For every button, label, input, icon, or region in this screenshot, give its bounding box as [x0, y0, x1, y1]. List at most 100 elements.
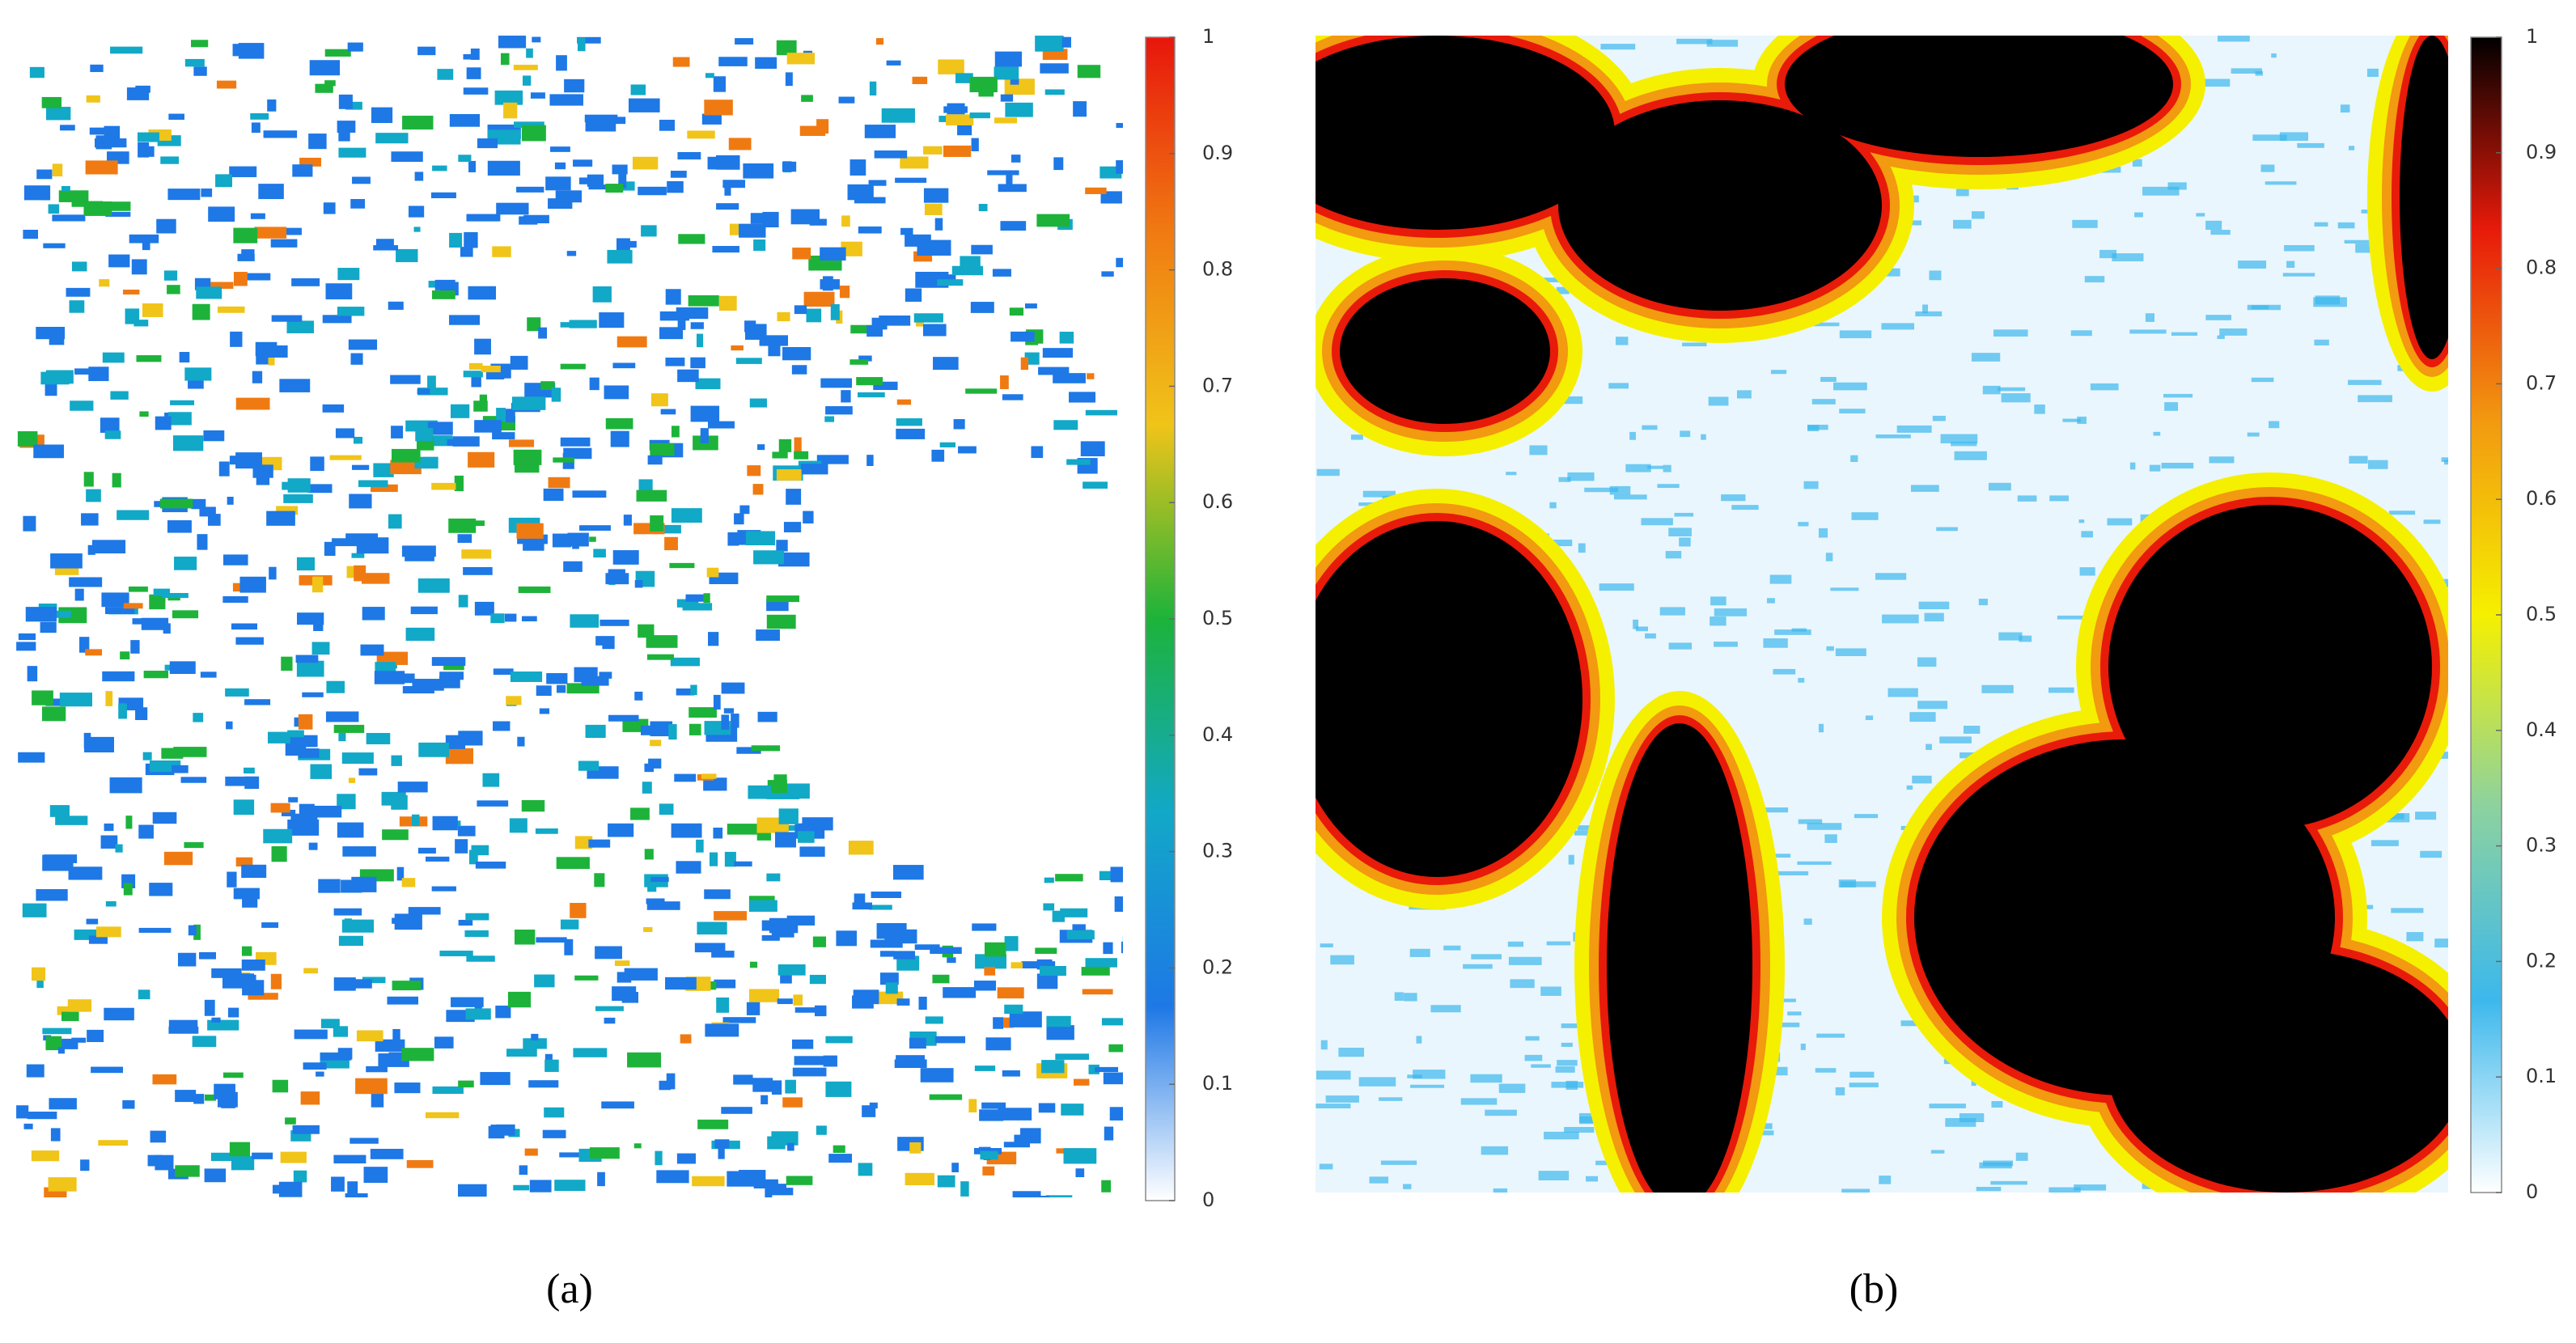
- heatmap-cell: [1121, 941, 1123, 954]
- heatmap-cell: [599, 312, 625, 328]
- heatmap-cell: [634, 691, 643, 701]
- heatmap-cell: [229, 455, 246, 465]
- heatmap-cell: [1888, 688, 1918, 697]
- heatmap-cell: [913, 313, 943, 323]
- heatmap-cell: [1330, 955, 1354, 965]
- heatmap-cell: [2344, 239, 2378, 244]
- heatmap-cell: [296, 557, 316, 571]
- heatmap-cell: [509, 818, 527, 833]
- heatmap-cell: [748, 785, 772, 799]
- heatmap-cell: [1586, 1176, 1599, 1182]
- heatmap-cell: [468, 451, 495, 468]
- heatmap-cell: [1035, 947, 1057, 954]
- heatmap-cell: [362, 607, 385, 621]
- heatmap-cell: [554, 1180, 586, 1192]
- heatmap-cell: [1981, 684, 2014, 693]
- heatmap-cell: [727, 1171, 755, 1187]
- heatmap-cell: [632, 156, 659, 170]
- panel: 0 0.1 0.2 0.3 0.4 0.5 0.6 0.7 0.8 0.9 1 (a): [16, 25, 1233, 1312]
- heatmap-cell: [132, 618, 161, 625]
- heatmap-cell: [930, 947, 962, 954]
- heatmap-cell: [1538, 1171, 1570, 1180]
- heatmap-cell: [687, 130, 715, 139]
- heatmap-cell: [45, 1036, 62, 1051]
- heatmap-cell: [309, 60, 341, 76]
- heatmap-cell: [589, 536, 596, 542]
- heatmap-cell: [1430, 1005, 1461, 1013]
- heatmap-cell: [777, 311, 790, 322]
- heatmap-cell: [184, 58, 205, 67]
- heatmap-cell: [1951, 442, 1977, 447]
- heatmap-cell: [761, 934, 780, 941]
- heatmap-cell: [480, 1072, 511, 1086]
- heatmap-cell: [44, 854, 78, 863]
- heatmap-cell: [692, 1176, 725, 1187]
- heatmap-cell: [172, 610, 199, 619]
- heatmap-cell: [40, 371, 70, 385]
- heatmap-cell: [137, 132, 159, 142]
- colorbar-tick-label: 0.2: [2526, 949, 2557, 972]
- heatmap-cell: [659, 327, 684, 340]
- heatmap-cell: [325, 711, 359, 722]
- heatmap-cell: [135, 85, 150, 93]
- colorbar-tick-label: 0.1: [2526, 1065, 2557, 1087]
- heatmap-cell: [371, 484, 398, 493]
- heatmap-cell: [1394, 992, 1404, 1001]
- heatmap-cell: [951, 1163, 959, 1172]
- heatmap-cell: [394, 1082, 421, 1094]
- heatmap-cell: [2348, 146, 2355, 150]
- heatmap-cell: [2349, 455, 2368, 464]
- heatmap-cell: [934, 218, 943, 231]
- heatmap-cell: [1668, 642, 1693, 650]
- heatmap-cell: [463, 87, 489, 95]
- heatmap-cell: [68, 866, 103, 880]
- heatmap-cell: [2247, 304, 2282, 311]
- heatmap-cell: [474, 601, 494, 616]
- heatmap-cell: [2142, 186, 2180, 196]
- heatmap-cell: [794, 451, 809, 460]
- heatmap-cell: [777, 998, 793, 1005]
- heatmap-cell: [776, 540, 788, 552]
- heatmap-cell: [45, 107, 71, 121]
- heatmap-cell: [540, 381, 555, 391]
- heatmap-cell: [458, 919, 473, 926]
- heatmap-cell: [2072, 219, 2098, 228]
- heatmap-cell: [89, 127, 106, 135]
- heatmap-cell: [83, 472, 94, 487]
- heatmap-cell: [105, 211, 131, 217]
- heatmap-cell: [947, 957, 956, 964]
- heatmap-cell: [532, 36, 541, 43]
- heatmap-cell: [721, 1107, 752, 1114]
- heatmap-cell: [766, 595, 799, 603]
- heatmap-cell: [1038, 1103, 1056, 1113]
- heatmap-cell: [994, 117, 1018, 124]
- heatmap-cell: [16, 642, 36, 651]
- heatmap-cell: [292, 1125, 320, 1134]
- heatmap-cell: [474, 338, 491, 355]
- heatmap-cell: [115, 844, 123, 853]
- heatmap-cell: [841, 390, 851, 403]
- heatmap-cell: [630, 84, 646, 95]
- heatmap-cell: [633, 1143, 642, 1149]
- heatmap-cell: [968, 1099, 977, 1112]
- heatmap-cell: [669, 562, 695, 569]
- heatmap-cell: [879, 951, 895, 957]
- heatmap-cell: [619, 181, 635, 191]
- heatmap-cell: [778, 808, 799, 824]
- heatmap-cell: [401, 1048, 434, 1061]
- heatmap-cell: [2406, 932, 2424, 942]
- heatmap-cell: [463, 371, 483, 378]
- heatmap-cell: [914, 944, 940, 950]
- heatmap-cell: [1045, 1195, 1073, 1197]
- heatmap-cell: [937, 1175, 955, 1188]
- heatmap-cell: [1774, 629, 1811, 635]
- heatmap-cell: [766, 873, 781, 882]
- heatmap-cell: [401, 545, 436, 557]
- panel-label: (b): [1849, 1266, 1899, 1312]
- heatmap-cell: [417, 847, 436, 854]
- heatmap-cell: [943, 106, 968, 113]
- heatmap-cell: [2081, 531, 2094, 538]
- heatmap-cell: [86, 918, 99, 925]
- heatmap-cell: [701, 773, 717, 779]
- heatmap-cell: [233, 227, 258, 244]
